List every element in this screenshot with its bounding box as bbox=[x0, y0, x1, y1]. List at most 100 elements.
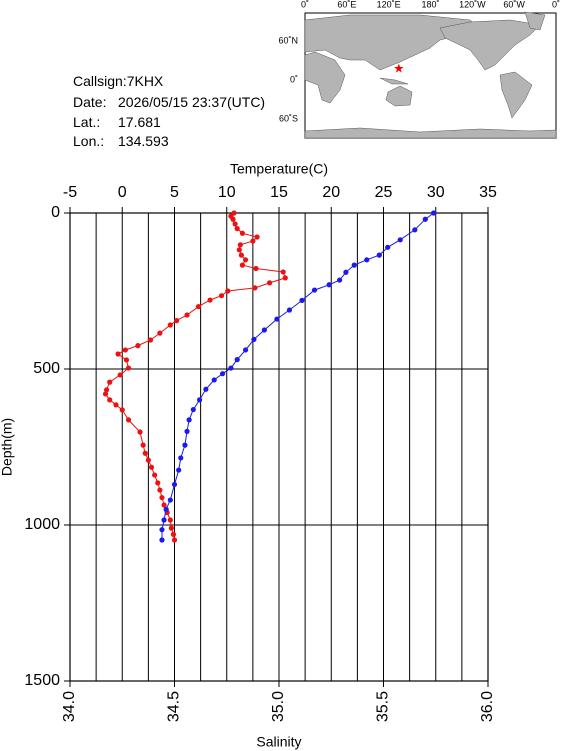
profile-point bbox=[184, 428, 190, 434]
profile-point bbox=[207, 297, 213, 303]
profile-point bbox=[280, 269, 286, 275]
x-tick-label: 15 bbox=[270, 184, 288, 201]
profile-point bbox=[159, 537, 165, 543]
profile-point bbox=[170, 531, 177, 537]
profile-point bbox=[385, 244, 391, 250]
profile-point bbox=[286, 307, 293, 313]
profile-point bbox=[266, 280, 273, 286]
profile-point bbox=[218, 293, 225, 299]
x-tick-label: 25 bbox=[375, 184, 393, 201]
callsign: Callsign:7KHX bbox=[73, 73, 164, 89]
profile-point bbox=[178, 455, 184, 461]
profile-point bbox=[137, 429, 143, 435]
station-marker bbox=[394, 63, 404, 73]
land bbox=[304, 11, 557, 139]
x2-tick-label: 35.0 bbox=[270, 691, 287, 722]
profile-point bbox=[122, 347, 128, 353]
profile-point bbox=[107, 397, 113, 403]
profile-point bbox=[228, 365, 234, 371]
x2-tick-label: 36.0 bbox=[479, 691, 496, 722]
profile-point bbox=[161, 517, 167, 523]
profile-point bbox=[103, 387, 110, 393]
profile-point bbox=[311, 287, 318, 293]
profile-point bbox=[157, 330, 163, 336]
profile-point bbox=[145, 457, 151, 463]
profile-point bbox=[225, 288, 231, 294]
y-tick-label: 500 bbox=[33, 360, 60, 377]
profile-point bbox=[234, 357, 240, 363]
x2-tick-label: 34.0 bbox=[61, 691, 78, 722]
profile-point bbox=[234, 226, 240, 232]
x-tick-label: -5 bbox=[63, 184, 77, 201]
profile-point bbox=[113, 402, 119, 408]
profile-point bbox=[171, 537, 178, 543]
profile-point bbox=[159, 494, 165, 501]
profile-point bbox=[147, 337, 154, 343]
profile-point bbox=[123, 357, 130, 363]
profile-point bbox=[171, 481, 178, 488]
map-lat-label: 0˚ bbox=[290, 74, 298, 84]
profile-point bbox=[140, 442, 146, 448]
x-tick-label: 30 bbox=[427, 184, 445, 201]
profile-point bbox=[182, 442, 188, 448]
x2-tick-label: 35.5 bbox=[375, 691, 392, 722]
x-axis-title: Temperature(C) bbox=[230, 161, 328, 177]
y-tick-label: 1500 bbox=[24, 672, 60, 689]
y-axis-title: Depth(m) bbox=[0, 418, 15, 476]
x-tick-label: 20 bbox=[322, 184, 340, 201]
profile-point bbox=[196, 397, 203, 403]
profile-point bbox=[230, 216, 236, 222]
profile-line bbox=[104, 212, 286, 541]
x-tick-label: 5 bbox=[170, 184, 179, 201]
profile-point bbox=[173, 318, 180, 324]
map-lon-label: 60˚W bbox=[503, 0, 525, 9]
profile-point bbox=[190, 406, 196, 413]
profile-line bbox=[161, 212, 434, 540]
lat: 17.681 bbox=[118, 114, 161, 130]
profile-point bbox=[125, 365, 132, 371]
profile-point bbox=[161, 502, 167, 508]
profile-point bbox=[412, 227, 418, 233]
profile-point bbox=[155, 480, 161, 486]
profile-point bbox=[167, 517, 173, 523]
profile-point bbox=[252, 285, 258, 291]
profile-point bbox=[142, 450, 148, 456]
profile-point bbox=[326, 282, 332, 288]
profile-point bbox=[152, 472, 158, 478]
profile-point bbox=[282, 275, 288, 281]
x-tick-label: 10 bbox=[218, 184, 236, 201]
lat-label: Lat.: bbox=[73, 114, 100, 130]
profile-point bbox=[157, 487, 163, 493]
profile-point bbox=[422, 216, 428, 222]
x2-tick-label: 34.5 bbox=[166, 691, 183, 722]
profile-point bbox=[148, 464, 155, 470]
profile-point bbox=[167, 322, 173, 328]
profile-point bbox=[211, 377, 217, 383]
profile-point bbox=[261, 327, 267, 333]
profile-point bbox=[219, 371, 226, 377]
profile-point bbox=[254, 234, 260, 240]
y-tick-label: 1000 bbox=[24, 516, 60, 533]
date: 2026/05/15 23:37(UTC) bbox=[118, 94, 265, 110]
profile-point bbox=[167, 497, 173, 503]
map-lon-label: 120˚W bbox=[459, 0, 486, 9]
profile-point bbox=[431, 210, 437, 216]
profile-point bbox=[274, 316, 280, 322]
profile-point bbox=[117, 372, 123, 378]
lon: 134.593 bbox=[118, 133, 169, 149]
x-tick-label: 35 bbox=[479, 184, 497, 201]
profile-point bbox=[239, 230, 246, 236]
profile-point bbox=[107, 379, 113, 385]
profile-point bbox=[242, 347, 249, 353]
map-lon-label: 0˚ bbox=[301, 0, 309, 9]
profile-point bbox=[242, 257, 249, 263]
profile-point bbox=[135, 343, 141, 349]
profile-point bbox=[253, 265, 259, 272]
profile-point bbox=[163, 506, 169, 512]
map-lon-label: 120˚E bbox=[377, 0, 401, 9]
profile-point bbox=[119, 407, 125, 413]
profile-point bbox=[232, 221, 238, 227]
lon-label: Lon.: bbox=[73, 133, 104, 149]
profile-point bbox=[238, 252, 244, 258]
profile-point bbox=[115, 351, 121, 357]
